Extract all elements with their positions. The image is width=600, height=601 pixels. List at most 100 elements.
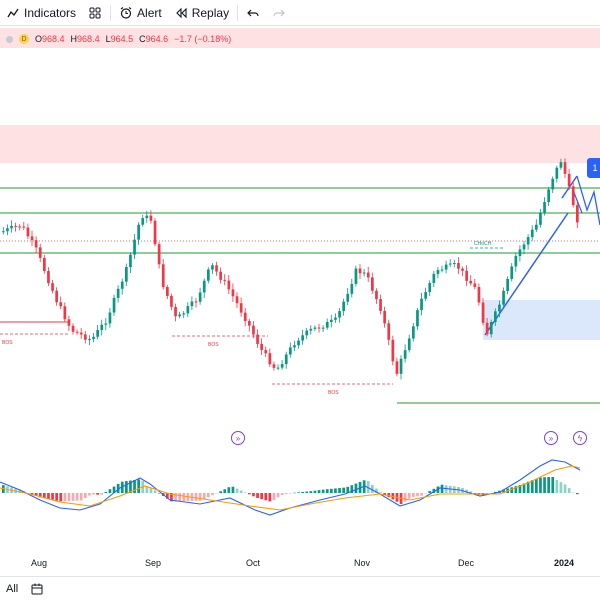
layout-button[interactable] bbox=[82, 0, 108, 25]
candle-body bbox=[432, 273, 436, 283]
bottom-toolbar: All bbox=[0, 576, 600, 601]
histogram-bar bbox=[38, 493, 42, 498]
candle-body bbox=[34, 240, 38, 248]
histogram-bar bbox=[92, 493, 95, 495]
histogram-bar bbox=[88, 493, 91, 496]
toolbar-divider bbox=[110, 4, 112, 21]
candle-body bbox=[239, 303, 243, 313]
candle-body bbox=[559, 162, 563, 168]
histogram-bar bbox=[157, 493, 161, 494]
candle-body bbox=[358, 268, 362, 274]
candle-body bbox=[55, 290, 58, 303]
candle-body bbox=[215, 265, 218, 272]
candle-body bbox=[30, 236, 34, 241]
candle-body bbox=[252, 325, 255, 335]
candle-body bbox=[248, 321, 251, 326]
candle-body bbox=[182, 313, 186, 315]
candle-body bbox=[502, 290, 505, 305]
candle-body bbox=[141, 218, 145, 225]
candle-body bbox=[59, 302, 63, 307]
candle-body bbox=[576, 205, 579, 223]
histogram-bar bbox=[223, 489, 227, 493]
candle-body bbox=[469, 280, 473, 284]
candle-body bbox=[231, 289, 235, 297]
histogram-bar bbox=[215, 493, 218, 494]
candle-body bbox=[219, 271, 222, 280]
candle-body bbox=[305, 330, 309, 336]
histogram-bar bbox=[284, 493, 288, 495]
histogram-bar bbox=[321, 489, 325, 493]
goto-date-button[interactable] bbox=[24, 582, 50, 596]
x-axis-label: Oct bbox=[245, 558, 261, 568]
histogram-bar bbox=[239, 490, 243, 493]
candle-body bbox=[403, 350, 407, 359]
histogram-bar bbox=[338, 488, 341, 493]
candle-body bbox=[260, 343, 263, 351]
replay-button[interactable]: Replay bbox=[168, 0, 235, 25]
candle-body bbox=[571, 186, 575, 206]
histogram-bar bbox=[354, 483, 358, 493]
candle-body bbox=[112, 297, 116, 313]
calendar-icon bbox=[30, 582, 44, 596]
candle-body bbox=[354, 268, 358, 284]
price-chart[interactable]: BOS BOS BOS CHoCH bbox=[0, 26, 600, 570]
fast-forward-icon[interactable]: » bbox=[231, 431, 245, 445]
histogram-bar bbox=[276, 493, 280, 498]
candle-body bbox=[207, 269, 210, 281]
histogram-bar bbox=[522, 483, 526, 493]
histogram-bar bbox=[252, 493, 255, 497]
candle-body bbox=[387, 323, 391, 340]
candle-body bbox=[157, 244, 161, 265]
candle-body bbox=[284, 354, 288, 365]
candle-body bbox=[26, 227, 30, 237]
histogram-bar bbox=[473, 493, 477, 494]
candle-body bbox=[334, 317, 337, 320]
redo-button[interactable] bbox=[266, 0, 292, 25]
ohlc-close: C964.6 bbox=[139, 34, 169, 44]
macd-line bbox=[0, 459, 581, 516]
candle-body bbox=[174, 306, 177, 317]
histogram-bar bbox=[34, 493, 38, 496]
histogram-bar bbox=[412, 493, 415, 497]
histogram-bar bbox=[334, 488, 337, 493]
fast-forward-icon[interactable]: » bbox=[544, 431, 558, 445]
histogram-bar bbox=[555, 479, 559, 493]
candle-body bbox=[133, 239, 136, 255]
candle-body bbox=[375, 290, 378, 300]
candle-body bbox=[178, 314, 181, 317]
time-axis[interactable]: Aug Sep Oct Nov Dec 2024 bbox=[0, 555, 600, 571]
histogram-bar bbox=[84, 493, 87, 499]
candle-body bbox=[10, 225, 13, 229]
candle-body bbox=[522, 244, 526, 250]
alarm-clock-icon bbox=[119, 6, 133, 20]
candle-body bbox=[453, 263, 456, 265]
candle-body bbox=[223, 279, 227, 281]
histogram-bar bbox=[166, 493, 169, 499]
candle-body bbox=[461, 268, 464, 271]
histogram-bar bbox=[280, 493, 284, 495]
candle-body bbox=[272, 364, 276, 368]
histogram-bar bbox=[145, 486, 149, 493]
histogram-bar bbox=[502, 489, 505, 493]
alert-button[interactable]: Alert bbox=[113, 0, 168, 25]
candle-body bbox=[145, 215, 149, 219]
undo-button[interactable] bbox=[240, 0, 266, 25]
candle-body bbox=[104, 323, 108, 325]
ohlc-legend: D O968.4 H968.4 L964.5 C964.6 −1.7 (−0.1… bbox=[6, 32, 231, 46]
range-all-button[interactable]: All bbox=[6, 583, 19, 595]
indicators-button[interactable]: Indicators bbox=[0, 0, 82, 25]
histogram-bar bbox=[428, 491, 432, 493]
candle-body bbox=[96, 330, 99, 337]
histogram-bar bbox=[539, 477, 542, 493]
drawing-label-tag[interactable]: 1 bbox=[587, 158, 600, 178]
macd-histogram bbox=[2, 477, 579, 505]
candle-body bbox=[38, 247, 42, 258]
histogram-bar bbox=[43, 493, 46, 499]
candle-body bbox=[563, 162, 567, 174]
supply-zone bbox=[0, 125, 600, 163]
x-axis-label: Nov bbox=[353, 558, 371, 568]
lightning-icon[interactable]: ϟ bbox=[573, 431, 587, 445]
histogram-bar bbox=[51, 493, 54, 500]
candle-body bbox=[198, 292, 202, 302]
replay-icon bbox=[174, 6, 188, 20]
